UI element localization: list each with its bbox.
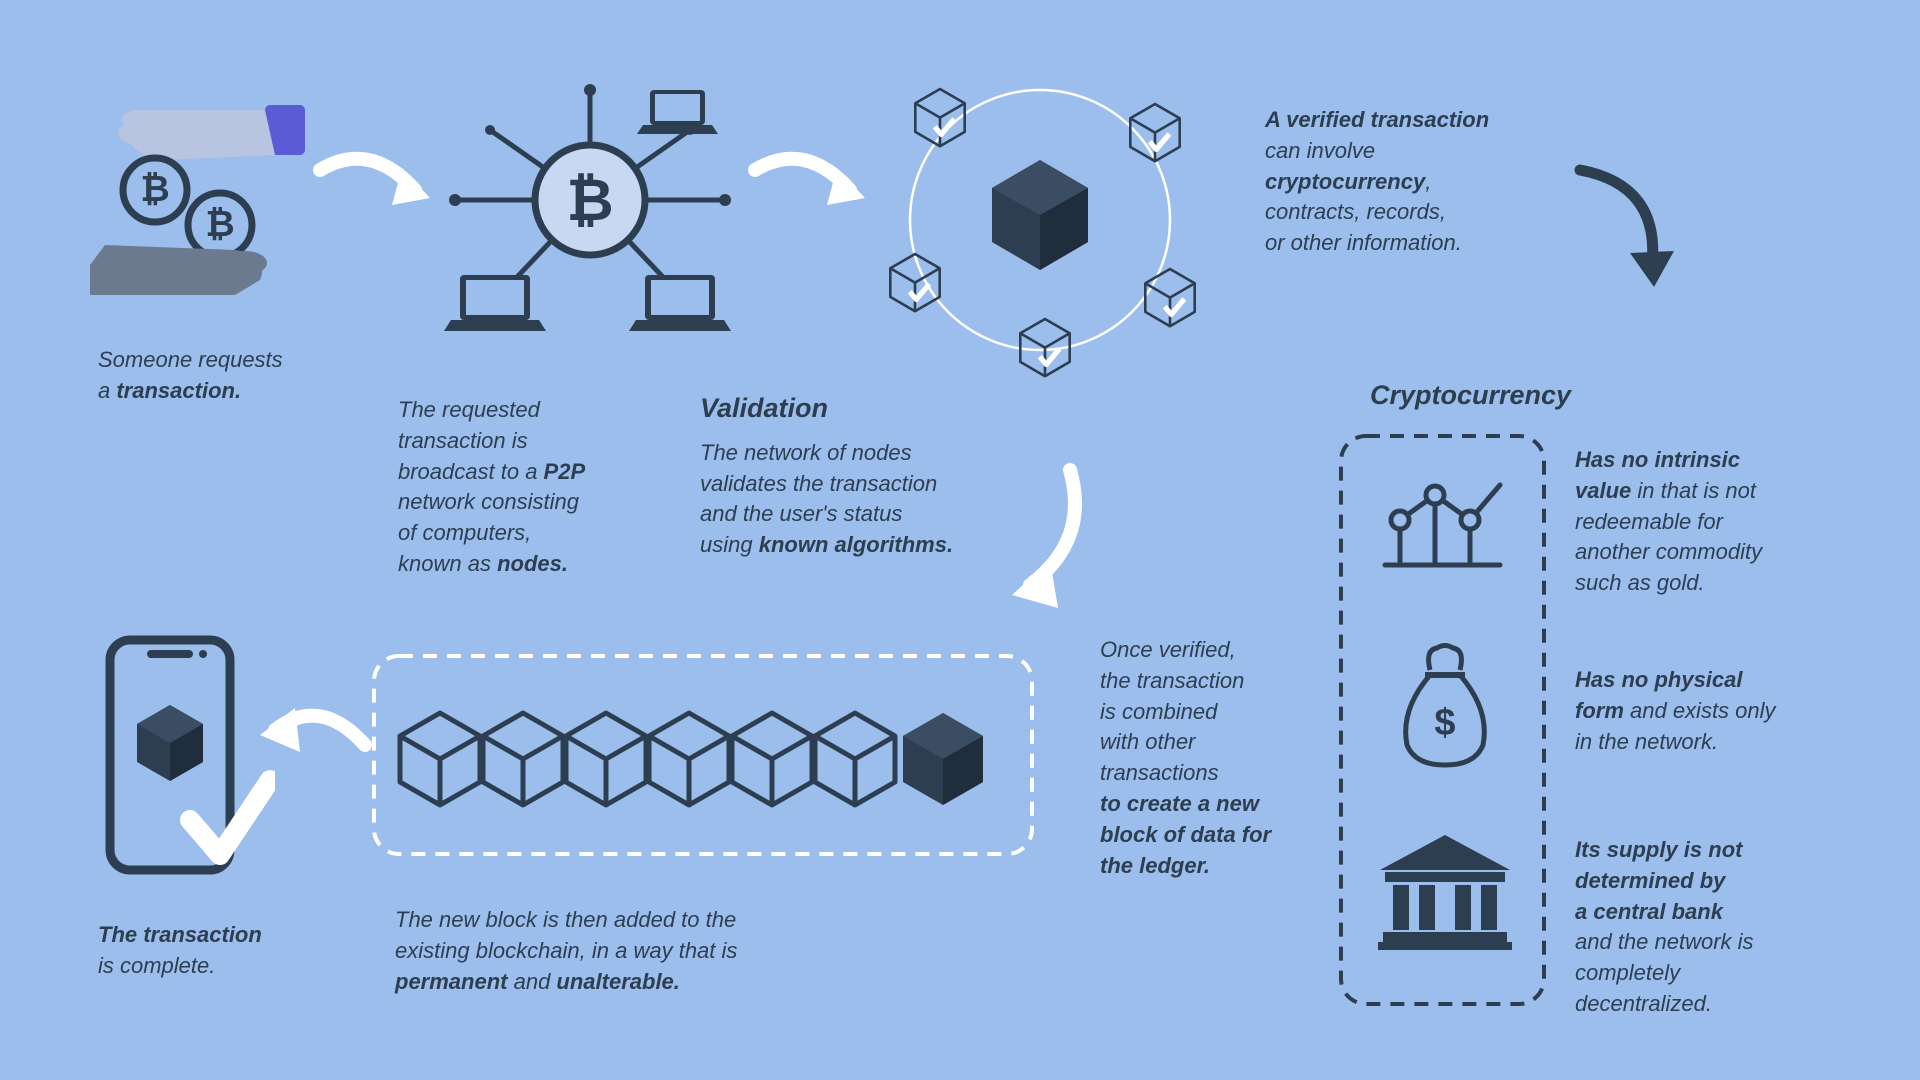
step3-text: Validation The network of nodes validate…	[700, 390, 953, 561]
chart-icon	[1375, 470, 1510, 580]
svg-text:₿: ₿	[205, 203, 234, 244]
crypto-item2-text: Has no physical form and exists only in …	[1575, 665, 1776, 757]
crypto-item1-text: Has no intrinsic value in that is not re…	[1575, 445, 1762, 599]
phone-complete-icon	[95, 630, 275, 890]
bank-icon	[1375, 830, 1515, 950]
flow-arrow-1	[310, 150, 440, 230]
money-bag-icon: $	[1395, 640, 1495, 770]
step1-text: Someone requests a transaction.	[98, 345, 283, 407]
step6-text: The new block is then added to the exist…	[395, 905, 737, 997]
blockchain-cubes	[395, 690, 1015, 830]
crypto-item3-text: Its supply is not determined by a centra…	[1575, 835, 1754, 1020]
flow-arrow-4	[1560, 155, 1690, 305]
svg-text:₿: ₿	[566, 168, 613, 233]
validation-icon	[855, 60, 1225, 380]
svg-text:$: $	[1434, 702, 1455, 744]
flow-arrow-5	[990, 460, 1100, 620]
step5-text: Once verified, the transaction is combin…	[1100, 635, 1271, 881]
p2p-network-icon: ₿	[430, 60, 750, 350]
svg-text:₿: ₿	[140, 168, 169, 209]
step4-text: A verified transaction can involve crypt…	[1265, 105, 1489, 259]
crypto-heading: Cryptocurrency	[1370, 380, 1571, 411]
step2-text: The requested transaction is broadcast t…	[398, 395, 585, 580]
step7-text: The transaction is complete.	[98, 920, 262, 982]
hands-bitcoin-icon: ₿ ₿	[85, 85, 315, 305]
